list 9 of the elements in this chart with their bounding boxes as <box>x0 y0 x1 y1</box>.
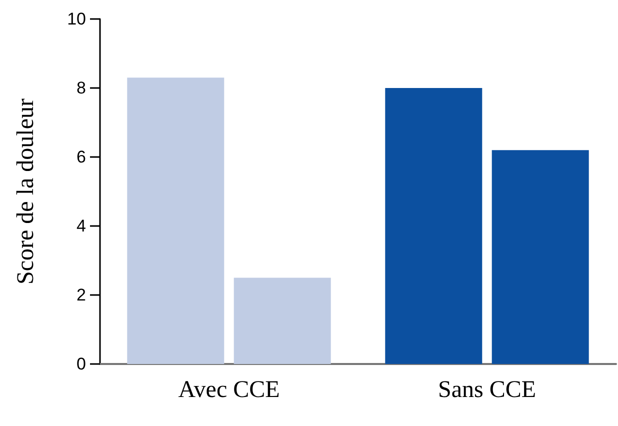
y-tick-label: 6 <box>76 148 86 166</box>
x-tick-label: Avec CCE <box>178 377 280 403</box>
y-tick-label: 2 <box>76 286 86 304</box>
x-tick-label: Sans CCE <box>438 377 536 403</box>
y-tick-label: 0 <box>76 354 86 374</box>
y-axis-title: Score de la douleur <box>13 98 39 284</box>
y-tick-label: 10 <box>67 10 86 28</box>
y-tick-label: 8 <box>76 78 86 98</box>
y-tick-label: 4 <box>76 216 86 236</box>
